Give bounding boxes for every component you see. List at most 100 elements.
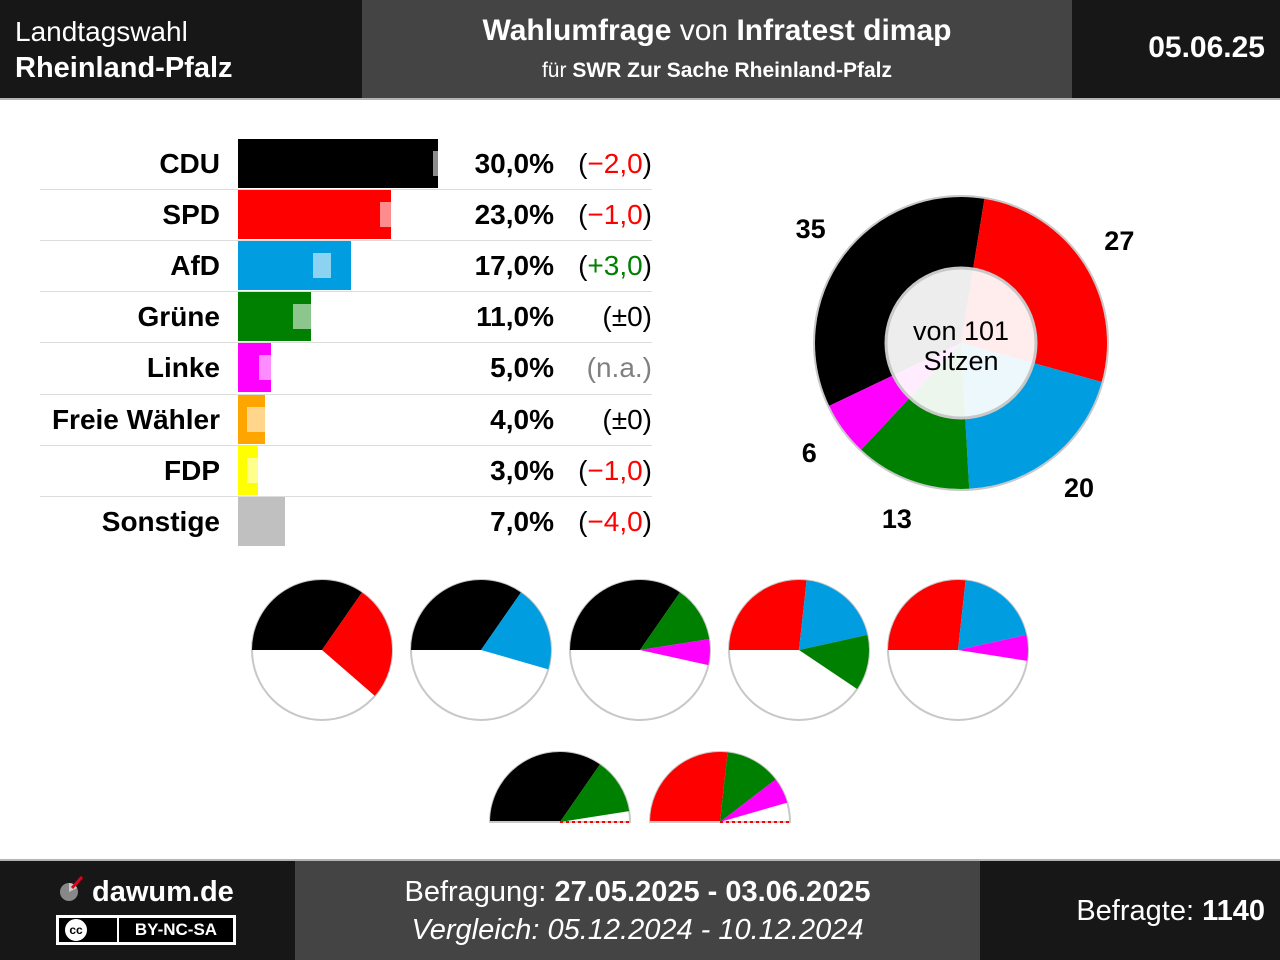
coalition-slice (481, 592, 551, 670)
change-value: ±0 (611, 301, 643, 333)
election-region: Rheinland-Pfalz (15, 52, 233, 84)
poll-date: 05.06.25 (1148, 31, 1265, 64)
party-name: SPD (162, 199, 220, 231)
respondents-box: Befragte: 1140 (980, 861, 1280, 960)
coalition-slice (570, 580, 680, 650)
previous-value-marker (379, 202, 398, 228)
previous-value-marker (293, 304, 312, 330)
coalition-slice (322, 592, 392, 696)
coalition-charts (251, 579, 1029, 823)
previous-value-marker (246, 457, 265, 483)
election-type: Landtagswahl (15, 16, 188, 47)
respondents: Befragte: 1140 (1076, 895, 1265, 928)
coalition-slice (640, 639, 710, 666)
cc-icon: cc (59, 918, 117, 942)
party-percentage: 3,0% (490, 454, 554, 486)
poll-title-word: Wahlumfrage (482, 14, 672, 47)
paren-open: ( (602, 403, 612, 435)
party-change: (+3,0) (560, 250, 652, 282)
party-percentage: 11,0% (476, 301, 554, 333)
party-name: Grüne (137, 301, 220, 333)
coalition-slice (888, 580, 966, 650)
coalition-slice (252, 580, 362, 650)
coalition-slice (720, 779, 788, 822)
party-bar (238, 496, 285, 546)
paren-close: ) (642, 199, 652, 231)
row-separator (40, 444, 652, 446)
party-name: FDP (164, 454, 220, 486)
change-value: −1,0 (587, 454, 643, 486)
party-percentage: 5,0% (490, 352, 554, 384)
seat-center-line1: von 101 (912, 316, 1010, 346)
row-separator (40, 291, 652, 293)
party-row: Grüne 11,0% (±0) (40, 292, 652, 342)
party-percentage: 30,0% (474, 148, 554, 179)
row-separator (40, 393, 652, 395)
party-change: (−2,0) (560, 148, 652, 180)
party-bar (238, 190, 391, 240)
coalition-slice (720, 752, 776, 822)
coalition-slice (958, 634, 1029, 661)
coalition-slice (640, 592, 710, 650)
party-change: (n.a.) (560, 352, 652, 384)
party-row: FDP 3,0% (−1,0) (40, 445, 652, 495)
party-change: (−1,0) (560, 455, 652, 487)
seat-count-label: 13 (881, 503, 912, 534)
party-change: (±0) (560, 404, 652, 436)
change-value: n.a. (595, 352, 643, 384)
paren-close: ) (642, 403, 652, 435)
paren-open: ( (578, 148, 588, 179)
row-separator (40, 495, 652, 497)
seat-count-label: 35 (795, 214, 826, 245)
seat-center-line2: Sitzen (923, 346, 999, 376)
pollster-name: Infratest dimap (736, 14, 952, 47)
paren-close: ) (642, 148, 652, 179)
coalition-slice (490, 752, 600, 822)
paren-open: ( (578, 505, 588, 537)
party-row: Sonstige 7,0% (−4,0) (40, 496, 652, 546)
poll-title: Wahlumfrage von Infratest dimap (362, 14, 1072, 48)
change-value: ±0 (611, 403, 643, 435)
paren-open: ( (586, 352, 596, 384)
party-row: AfD 17,0% (+3,0) (40, 241, 652, 291)
respondents-label: Befragte: (1076, 895, 1203, 927)
survey-period-box: Befragung: 27.05.2025 - 03.06.2025 Vergl… (295, 861, 980, 960)
party-name: Sonstige (101, 505, 220, 537)
party-change: (±0) (560, 301, 652, 333)
row-separator (40, 189, 652, 191)
paren-close: ) (642, 301, 652, 333)
source-box: dawum.de cc BY-NC-SA (0, 861, 295, 960)
license-badge[interactable]: cc BY-NC-SA (56, 915, 236, 945)
paren-open: ( (578, 454, 588, 486)
paren-open: ( (602, 301, 612, 333)
party-name: CDU (159, 148, 220, 179)
change-value: −4,0 (587, 505, 643, 537)
change-value: +3,0 (587, 250, 643, 282)
seat-count-label: 20 (1063, 473, 1094, 504)
party-percentage: 17,0% (474, 250, 554, 282)
party-row: Freie Wähler 4,0% (±0) (40, 394, 652, 444)
survey-period-label: Befragung: (404, 876, 555, 908)
site-name[interactable]: dawum.de (92, 876, 234, 908)
party-bar (238, 241, 352, 291)
party-percentage: 4,0% (490, 403, 554, 435)
survey-period-value: 27.05.2025 - 03.06.2025 (554, 876, 871, 908)
survey-period: Befragung: 27.05.2025 - 03.06.2025 (295, 876, 980, 909)
date-box: 05.06.25 (1072, 0, 1280, 98)
paren-open: ( (578, 250, 588, 282)
seat-count-label: 27 (1104, 225, 1135, 256)
comparison-period-label: Vergleich: (411, 914, 548, 946)
previous-value-marker (432, 151, 451, 176)
coalition-slice (650, 752, 728, 822)
previous-value-marker (246, 406, 265, 432)
party-change: (−1,0) (560, 199, 652, 231)
paren-close: ) (642, 352, 652, 384)
comparison-period: Vergleich: 05.12.2024 - 10.12.2024 (295, 914, 980, 947)
election-box: Landtagswahl Rheinland-Pfalz (0, 0, 362, 98)
seat-count-label: 6 (801, 438, 817, 468)
paren-close: ) (642, 505, 652, 537)
previous-value-marker (293, 508, 312, 534)
paren-close: ) (642, 250, 652, 282)
license-name: BY-NC-SA (119, 918, 233, 942)
party-name: Linke (146, 352, 220, 384)
